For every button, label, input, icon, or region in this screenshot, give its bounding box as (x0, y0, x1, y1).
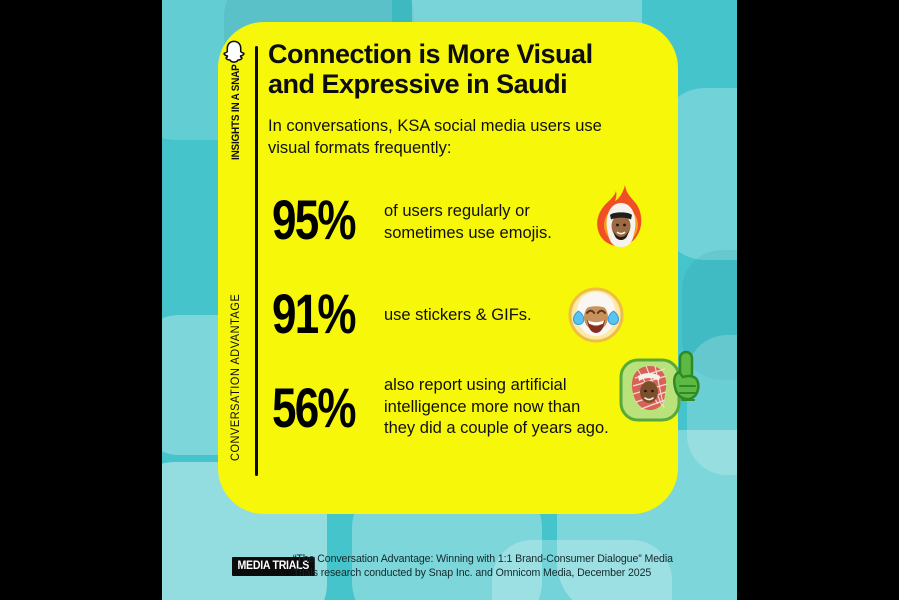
page-title: Connection is More Visual and Expressive… (268, 39, 593, 99)
series-label: INSIGHTS IN A SNAP (230, 64, 242, 160)
thumbs-up-keffiyeh-bitmoji-icon (618, 348, 700, 428)
source-citation: “The Conversation Advantage: Winning wit… (293, 553, 673, 580)
laughing-tears-hijab-emoji-icon (567, 286, 625, 344)
stat-value: 56% (272, 376, 357, 440)
stat-value: 95% (272, 188, 357, 252)
stat-description: also report using artificial intelligenc… (384, 376, 609, 437)
teal-chat-background: INSIGHTS IN A SNAP CONVERSATION ADVANTAG… (162, 0, 737, 600)
intro-line: visual formats frequently: (268, 139, 452, 157)
snapchat-ghost-icon (221, 39, 247, 65)
title-line: Connection is More Visual (268, 39, 593, 69)
yellow-insight-card: INSIGHTS IN A SNAP CONVERSATION ADVANTAG… (218, 22, 700, 514)
stat-description: use stickers & GIFs. (384, 306, 532, 324)
source-line: “The Conversation Advantage: Winning wit… (293, 553, 673, 565)
stat-description: of users regularly or sometimes use emoj… (384, 202, 552, 242)
title-line: and Expressive in Saudi (268, 69, 568, 99)
speech-bubble-shape (492, 540, 672, 600)
edition-label: CONVERSATION ADVANTAGE (230, 293, 242, 461)
stat-value: 91% (272, 282, 357, 346)
source-line: Trials research conducted by Snap Inc. a… (293, 566, 652, 579)
fire-bitmoji-emoji-icon (592, 183, 652, 251)
intro-line: In conversations, KSA social media users… (268, 117, 602, 135)
intro-text: In conversations, KSA social media users… (268, 115, 602, 159)
media-trials-badge: MEDIA TRIALS (232, 557, 315, 576)
speech-bubble-shape (687, 335, 737, 475)
vertical-divider-line (255, 46, 258, 476)
